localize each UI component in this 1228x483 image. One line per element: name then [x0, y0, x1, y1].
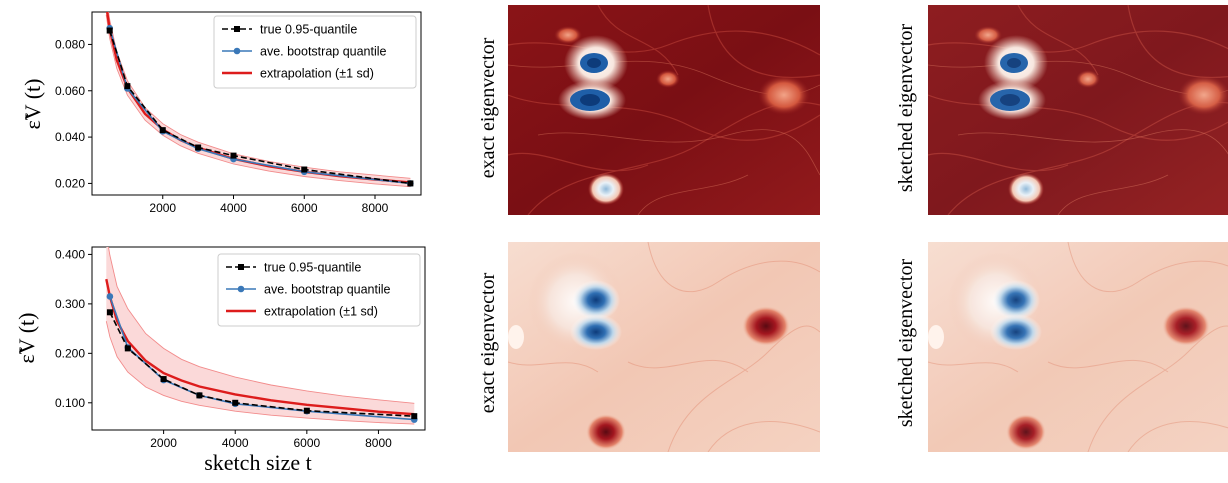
band-lower-edge [105, 14, 411, 188]
point-true [411, 413, 418, 420]
vorticity-field-light [508, 242, 820, 452]
legend-label: ave. bootstrap quantile [260, 45, 387, 59]
y-tick-label: 0.080 [55, 37, 85, 51]
point-true [159, 127, 166, 134]
legend-label: extrapolation (±1 sd) [260, 67, 374, 81]
y-tick-label: 0.300 [55, 297, 85, 311]
point-true [230, 152, 237, 159]
plot-frame [91, 246, 426, 431]
vorticity-field-light [928, 242, 1228, 452]
band-upper-edge [107, 247, 415, 404]
x-tick-label: 4000 [222, 436, 249, 450]
image-exact-top [508, 5, 820, 215]
y-tick-label: 0.040 [55, 130, 85, 144]
y-tick-label: 0.060 [55, 84, 85, 98]
point-true [232, 399, 239, 406]
legend-label: ave. bootstrap quantile [264, 283, 391, 297]
y-tick-label: 0.020 [55, 176, 85, 190]
point-true [124, 345, 131, 352]
legend-box [213, 15, 417, 89]
x-ticks: 2000 4000 6000 8000 [149, 195, 389, 215]
x-axis-label: sketch size t [204, 450, 312, 475]
point-true [124, 83, 131, 90]
point-true [407, 180, 414, 187]
x-tick-label: 2000 [150, 436, 177, 450]
plot-frame [91, 11, 422, 196]
chart-top: 2000 4000 6000 8000 0.020 0.040 0.060 0.080 ε̃… [20, 11, 422, 215]
band-area [106, 12, 411, 187]
y-ticks: 0.100 0.200 0.300 0.400 [55, 247, 92, 410]
y-axis-label: ε̃V (t) [14, 313, 39, 364]
chart-bottom: 2000 4000 6000 8000 0.100 0.200 0.300 0.400 ε̃… [14, 246, 426, 475]
legend-marker [233, 47, 241, 55]
legend-marker [238, 264, 244, 270]
legend-label: true 0.95-quantile [260, 23, 357, 37]
panel-label-sketched-top: sketched eigenvector [895, 24, 917, 193]
point-bootstrap [106, 293, 114, 300]
legend-marker [237, 285, 245, 293]
x-tick-label: 6000 [293, 436, 320, 450]
legend: true 0.95-quantile ave. bootstrap quantil… [217, 253, 421, 327]
point-true [106, 309, 113, 316]
panel-label-exact-top: exact eigenvector [477, 37, 499, 178]
x-tick-label: 2000 [149, 201, 176, 215]
x-tick-label: 8000 [362, 201, 389, 215]
point-true [160, 376, 167, 383]
series-lines [105, 12, 414, 187]
y-tick-label: 0.400 [55, 247, 85, 261]
x-tick-label: 8000 [365, 436, 392, 450]
series-lines [105, 278, 418, 423]
band-area [106, 247, 415, 425]
image-exact-bottom [508, 242, 820, 452]
y-tick-label: 0.200 [55, 346, 85, 360]
point-true [196, 392, 203, 399]
x-tick-label: 4000 [220, 201, 247, 215]
point-true [106, 27, 113, 34]
point-true [303, 407, 310, 414]
x-ticks: 2000 4000 6000 8000 [150, 430, 392, 450]
legend-label: true 0.95-quantile [264, 261, 361, 275]
x-tick-label: 6000 [291, 201, 318, 215]
legend-label: extrapolation (±1 sd) [264, 305, 378, 319]
y-axis-label: ε̃V (t) [20, 79, 45, 130]
point-true [195, 144, 202, 151]
vorticity-field-dark [508, 5, 820, 215]
legend-marker [234, 26, 240, 32]
y-ticks: 0.020 0.040 0.060 0.080 [55, 37, 92, 190]
panel-label-exact-bottom: exact eigenvector [477, 272, 499, 413]
image-sketched-bottom [928, 242, 1228, 452]
panel-label-sketched-bottom: sketched eigenvector [895, 259, 917, 428]
band-lower-edge [105, 321, 415, 425]
extrapolation-band [105, 247, 415, 425]
series-line-extrapolation [105, 278, 415, 416]
image-sketched-top [928, 5, 1228, 215]
legend: true 0.95-quantile ave. bootstrap quantil… [213, 15, 417, 89]
vorticity-field-dark [928, 5, 1228, 215]
point-true [301, 166, 308, 173]
y-tick-label: 0.100 [55, 396, 85, 410]
legend-box [217, 253, 421, 327]
